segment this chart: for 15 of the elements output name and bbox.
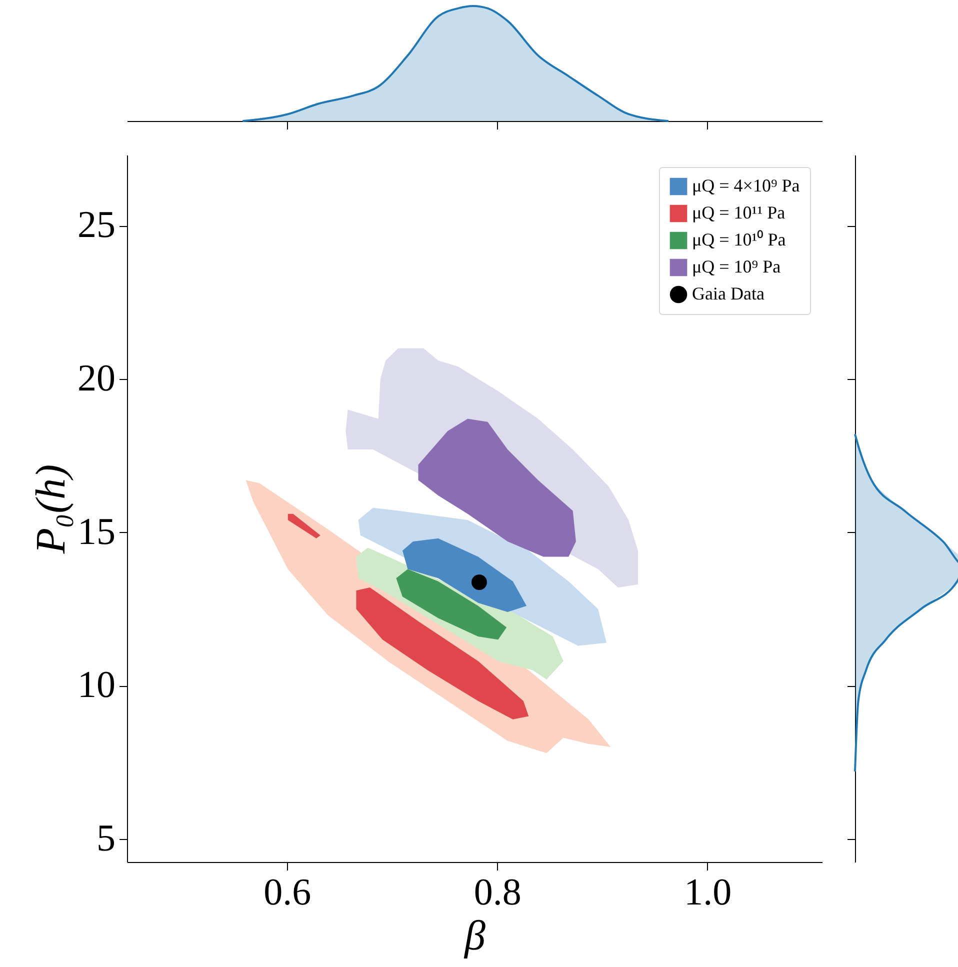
y-axis-title: P₀(h) bbox=[28, 464, 74, 555]
legend-label: Gaia Data bbox=[692, 284, 764, 304]
legend-label: μQ = 10⁹ Pa bbox=[692, 256, 781, 276]
x-axis-title: β bbox=[464, 914, 486, 960]
legend-label: μQ = 10¹¹ Pa bbox=[692, 202, 786, 222]
legend-label: μQ = 4×10⁹ Pa bbox=[692, 176, 800, 196]
legend-label: μQ = 10¹⁰ Pa bbox=[692, 230, 786, 250]
x-tick-label: 0.8 bbox=[474, 872, 522, 914]
y-tick-label: 15 bbox=[78, 510, 116, 553]
y-tick-label: 25 bbox=[78, 204, 116, 246]
y-tick-label: 5 bbox=[96, 817, 116, 860]
y-tick-label: 20 bbox=[78, 357, 116, 400]
x-tick-label: 1.0 bbox=[684, 872, 732, 914]
x-tick-label: 0.6 bbox=[264, 872, 312, 914]
y-tick-label: 10 bbox=[78, 664, 116, 706]
